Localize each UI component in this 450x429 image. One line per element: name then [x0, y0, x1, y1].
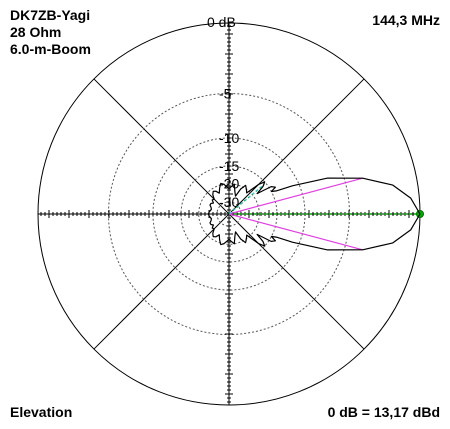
half-power-line: [228, 177, 363, 215]
ring-label-5: -5: [219, 85, 232, 101]
pattern-layer: [207, 177, 421, 251]
ring-label-10: -10: [219, 130, 239, 146]
frequency-label: 144,3 MHz: [372, 12, 440, 28]
ring-label-0db: 0 dB: [207, 14, 236, 30]
spoke-line-315: [228, 213, 365, 350]
boom-length-label: 6.0-m-Boom: [10, 41, 91, 57]
ring-labels: 0 dB -5 -10 -15 -20 -30: [207, 14, 239, 210]
reference-level-label: 0 dB = 13,17 dBd: [327, 404, 440, 420]
half-power-line: [228, 213, 363, 251]
spoke-line-135: [93, 78, 230, 215]
ring-label-15: -15: [219, 158, 239, 174]
impedance-label: 28 Ohm: [10, 24, 62, 40]
spoke-line-45: [228, 78, 365, 215]
ring-label-20: -20: [219, 176, 239, 192]
ring-label-30: -30: [219, 194, 239, 210]
spoke-line-225: [93, 213, 230, 350]
radiation-pattern-curve: [207, 177, 421, 251]
plane-label: Elevation: [10, 404, 73, 420]
antenna-name-label: DK7ZB-Yagi: [10, 7, 91, 23]
sidelobe-marker-line: [228, 183, 265, 215]
